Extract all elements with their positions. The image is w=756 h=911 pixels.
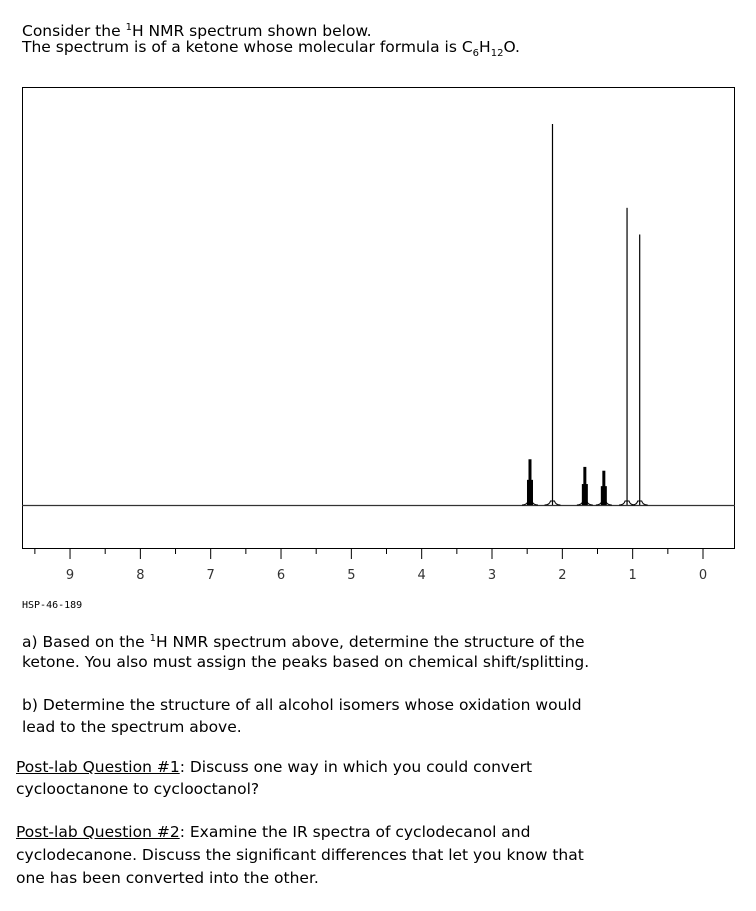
- postlab-1-line-2: cyclooctanone to cyclooctanol?: [16, 780, 260, 798]
- postlab-2-line-1: Post-lab Question #2: Examine the IR spe…: [16, 821, 530, 843]
- x-tick-label: 0: [699, 568, 707, 583]
- postlab-1-line-1: Post-lab Question #1: Discuss one way in…: [16, 756, 532, 778]
- intro-text: The spectrum is of a ketone whose molecu…: [22, 38, 473, 56]
- peak: [631, 234, 648, 506]
- subscript: 12: [490, 48, 504, 60]
- question-a-line-2: ketone. You also must assign the peaks b…: [22, 653, 590, 671]
- peak: [619, 207, 636, 506]
- subscript: 6: [472, 48, 480, 60]
- question-text: : Discuss one way in which you could con…: [179, 758, 533, 776]
- x-tick-label: 6: [277, 568, 285, 583]
- x-tick-label: 3: [488, 568, 496, 583]
- postlab-2-line-3: one has been converted into the other.: [16, 869, 319, 887]
- intro-text: Consider the: [22, 22, 126, 41]
- intro-line-2: The spectrum is of a ketone whose molecu…: [22, 36, 520, 65]
- peak: [521, 459, 539, 506]
- nmr-spectrum: 9 8 7 6 5 4 3 2 1 0 ppm: [22, 87, 735, 600]
- intro-text: H: [479, 38, 491, 56]
- plot-frame: [22, 87, 735, 549]
- x-tick-label: 2: [558, 568, 566, 583]
- intro-text: O.: [503, 38, 520, 56]
- x-tick-label: 5: [347, 568, 355, 583]
- question-b-line-2: lead to the spectrum above.: [22, 718, 242, 736]
- x-tick-label: 8: [136, 568, 144, 583]
- peak: [595, 470, 612, 506]
- intro-text: H NMR spectrum shown below.: [131, 22, 372, 41]
- postlab-2-line-2: cyclodecanone. Discuss the significant d…: [16, 846, 584, 864]
- x-tick-label: 1: [629, 568, 637, 583]
- spectrum-code: HSP-46-189: [22, 600, 83, 611]
- question-a-line-1: a) Based on the 1H NMR spectrum above, d…: [22, 628, 585, 653]
- postlab-1-label: Post-lab Question #1: [16, 758, 180, 776]
- x-tick-label: 4: [418, 568, 426, 583]
- x-tick-label: 7: [207, 568, 215, 583]
- intro-line-1: Consider the 1H NMR spectrum shown below…: [22, 17, 372, 42]
- question-text: : Examine the IR spectra of cyclodecanol…: [179, 823, 531, 841]
- superscript: 1: [149, 633, 156, 644]
- peak: [576, 466, 593, 506]
- question-text: H NMR spectrum above, determine the stru…: [155, 633, 585, 652]
- x-tick-label: 9: [66, 568, 74, 583]
- peak: [544, 124, 561, 506]
- postlab-2-label: Post-lab Question #2: [16, 823, 180, 841]
- question-text: a) Based on the: [22, 633, 150, 652]
- x-axis-label: ppm: [357, 597, 395, 600]
- question-b-line-1: b) Determine the structure of all alcoho…: [22, 696, 582, 714]
- superscript: 1: [125, 22, 132, 33]
